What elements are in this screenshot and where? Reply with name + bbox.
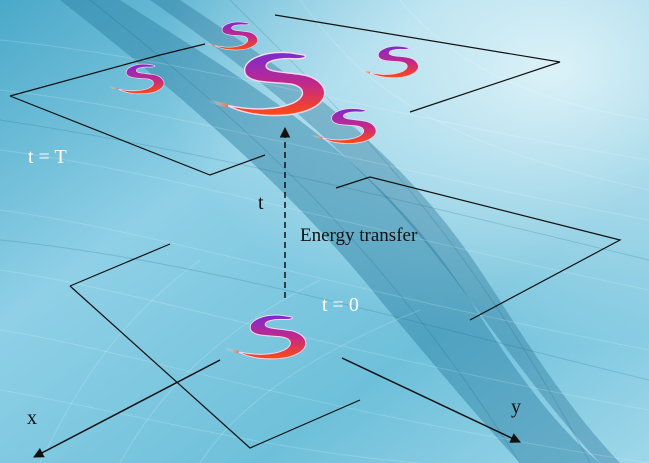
label-energy-transfer: Energy transfer <box>300 225 418 246</box>
label-x-axis: x <box>27 407 37 429</box>
label-time-axis: t <box>258 192 264 214</box>
label-time-top: t = T <box>28 146 67 168</box>
top-plane <box>9 14 561 176</box>
label-y-axis: y <box>511 396 521 418</box>
bottom-plane <box>69 176 622 449</box>
y-axis-arrow <box>341 357 521 443</box>
x-axis-arrow <box>33 359 221 458</box>
label-time-bottom: t = 0 <box>322 294 359 316</box>
